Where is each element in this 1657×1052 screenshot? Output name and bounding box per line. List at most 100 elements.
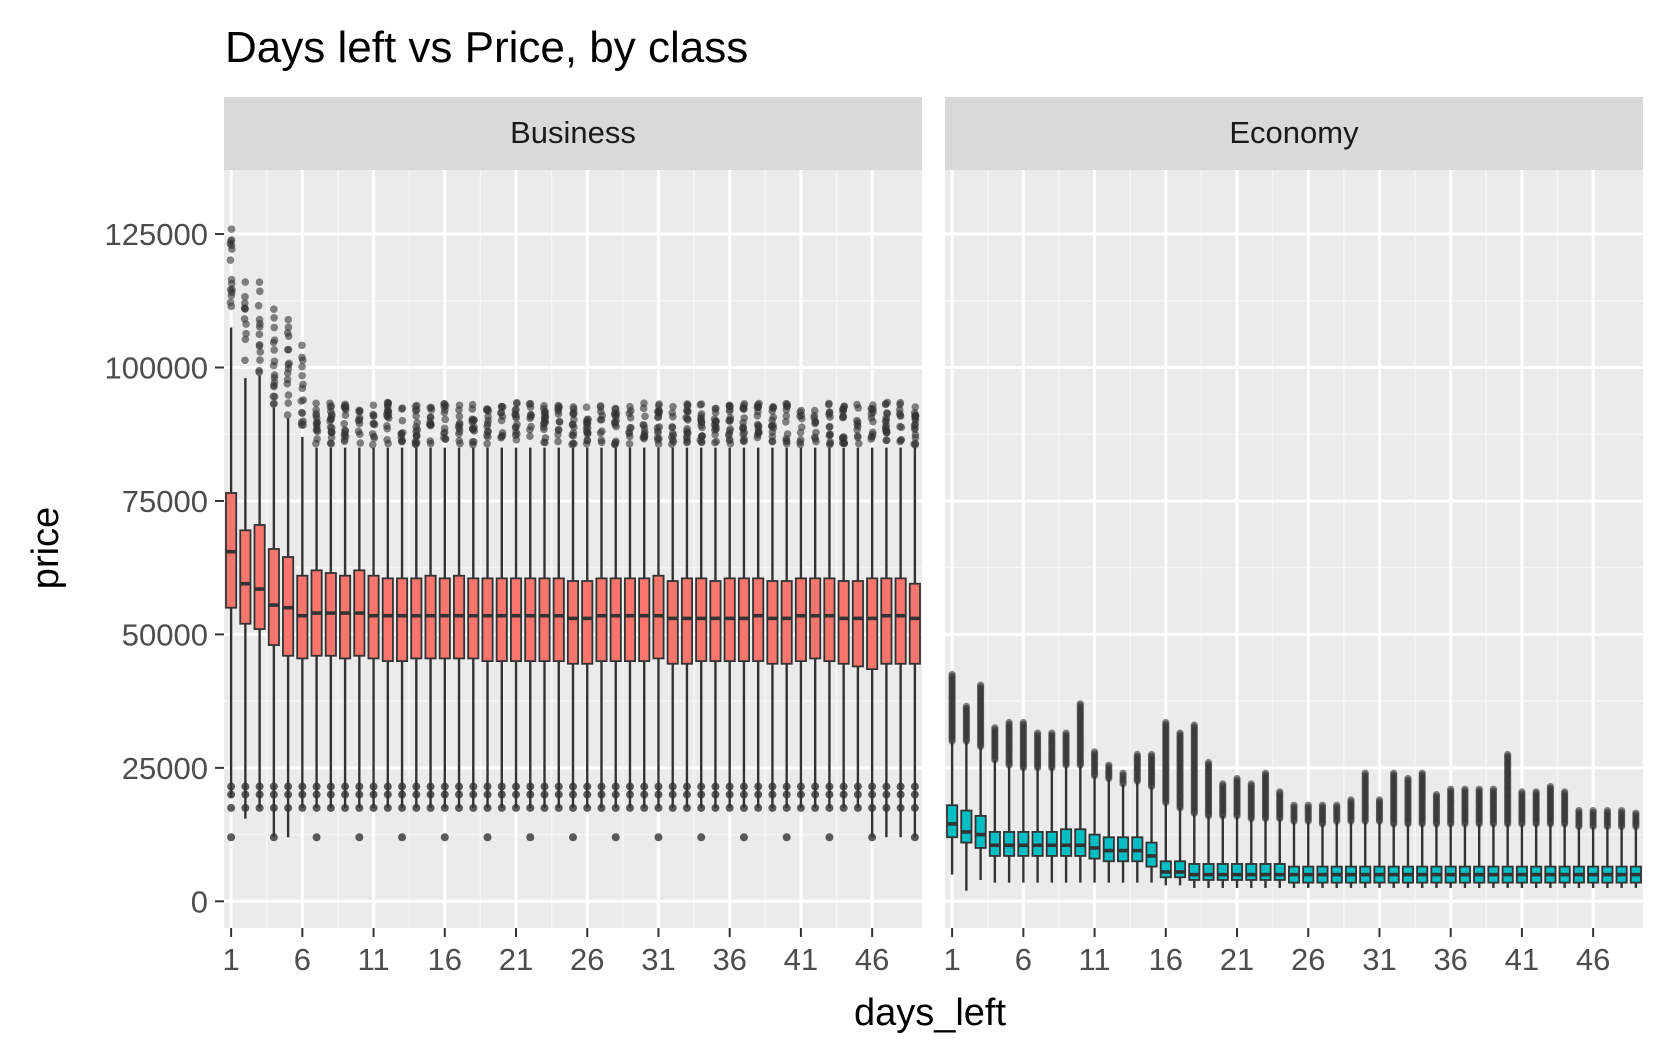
box-iqr — [946, 804, 959, 839]
outlier-point — [368, 440, 377, 449]
outlier-point — [270, 371, 279, 379]
box-day-48 — [1615, 806, 1628, 888]
outlier-point — [796, 428, 805, 437]
outlier-point — [455, 406, 463, 414]
box-day-40 — [1501, 750, 1514, 888]
box-day-2 — [960, 702, 973, 891]
outlier-point — [626, 402, 634, 411]
x-tick-label: 11 — [1078, 942, 1110, 977]
outlier-point — [299, 396, 308, 404]
outlier-point — [569, 408, 578, 417]
outlier-point — [340, 402, 349, 411]
outlier-point — [1475, 785, 1483, 793]
outlier-point — [783, 400, 791, 409]
facet-strip-label: Business — [510, 115, 636, 150]
outlier-point — [1019, 718, 1027, 727]
facet-strip — [224, 97, 922, 170]
box-day-49 — [908, 403, 921, 842]
box-iqr — [1230, 863, 1244, 881]
box-day-29 — [623, 402, 637, 812]
outlier-point — [839, 413, 848, 421]
outlier-point — [298, 408, 306, 417]
outlier-point — [726, 402, 734, 411]
outlier-point — [526, 432, 534, 440]
outlier-point — [483, 833, 492, 842]
x-tick-label: 46 — [1576, 942, 1610, 977]
outlier-point — [626, 432, 634, 441]
outlier-point — [1532, 788, 1540, 796]
facet-strip-label: Economy — [1229, 115, 1359, 150]
box-day-33 — [680, 400, 693, 812]
outlier-point — [1176, 729, 1184, 737]
outlier-point — [255, 330, 264, 339]
outlier-point — [739, 418, 747, 427]
outlier-point — [683, 401, 692, 409]
outlier-point — [312, 399, 320, 408]
outlier-point — [299, 421, 307, 429]
box-iqr — [396, 577, 409, 662]
outlier-point — [513, 399, 521, 408]
outlier-point — [882, 416, 890, 425]
outlier-point — [625, 440, 634, 448]
x-tick-label: 21 — [1220, 942, 1254, 977]
box-iqr — [623, 577, 637, 662]
outlier-point — [712, 437, 721, 446]
box-day-47 — [880, 398, 893, 838]
outlier-point — [511, 406, 520, 414]
outlier-point — [838, 434, 847, 443]
box-day-31 — [1373, 796, 1386, 888]
x-tick-label: 41 — [784, 942, 818, 977]
outlier-point — [582, 403, 591, 411]
box-day-45 — [1572, 806, 1585, 888]
outlier-point — [340, 419, 349, 428]
outlier-point — [583, 428, 592, 437]
outlier-point — [654, 833, 663, 842]
outlier-point — [1546, 782, 1555, 791]
x-tick-label: 1 — [943, 942, 960, 977]
box-iqr — [709, 580, 722, 662]
x-tick-label: 16 — [428, 942, 462, 977]
outlier-point — [327, 440, 335, 448]
outlier-point — [1162, 718, 1170, 727]
box-day-39 — [1487, 785, 1500, 888]
outlier-point — [769, 402, 778, 411]
box-day-26 — [581, 403, 594, 812]
outlier-point — [555, 418, 564, 426]
outlier-point — [1290, 801, 1298, 809]
box-iqr — [666, 580, 679, 665]
x-tick-label: 36 — [712, 942, 746, 977]
outlier-point — [639, 404, 648, 413]
outlier-point — [1247, 780, 1255, 788]
box-day-17 — [1174, 729, 1187, 886]
box-day-47 — [1601, 806, 1614, 888]
box-day-13 — [396, 404, 409, 842]
box-iqr — [410, 577, 423, 660]
box-iqr — [1273, 863, 1286, 881]
outlier-point — [1603, 806, 1611, 815]
outlier-point — [312, 406, 320, 414]
outlier-point — [327, 428, 336, 437]
outlier-point — [869, 417, 877, 426]
outlier-point — [312, 439, 320, 448]
outlier-point — [783, 430, 792, 438]
outlier-point — [1589, 806, 1597, 815]
outlier-point — [1461, 785, 1469, 793]
box-iqr — [894, 577, 907, 665]
outlier-point — [1504, 750, 1512, 759]
x-tick-label: 36 — [1433, 942, 1467, 977]
outlier-point — [226, 256, 235, 264]
outlier-point — [313, 427, 322, 436]
outlier-point — [441, 415, 450, 424]
outlier-point — [327, 402, 336, 410]
outlier-point — [270, 305, 278, 314]
box-day-46 — [1587, 806, 1600, 888]
outlier-point — [825, 408, 834, 417]
outlier-point — [369, 410, 377, 419]
box-day-38 — [1473, 785, 1486, 888]
outlier-point — [369, 419, 378, 428]
outlier-point — [355, 833, 364, 842]
y-tick-label: 125000 — [105, 217, 208, 252]
outlier-point — [470, 423, 478, 431]
